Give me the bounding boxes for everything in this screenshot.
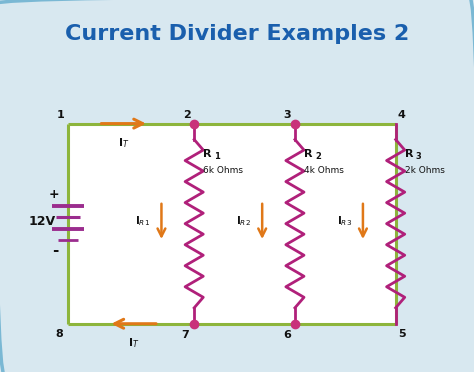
Text: I$_T$: I$_T$	[128, 336, 139, 350]
Text: 2: 2	[183, 110, 191, 121]
Text: 8: 8	[55, 329, 63, 339]
Text: R: R	[203, 149, 212, 158]
Text: I$_{R1}$: I$_{R1}$	[136, 215, 150, 228]
Text: 5: 5	[398, 329, 406, 339]
Text: R: R	[304, 149, 312, 158]
Text: +: +	[49, 187, 59, 201]
Text: 7: 7	[181, 330, 189, 340]
Text: 1: 1	[57, 110, 64, 121]
Text: 12V: 12V	[28, 215, 55, 228]
Bar	[68, 124, 396, 324]
Text: 4: 4	[398, 110, 406, 121]
Text: 6: 6	[283, 330, 292, 340]
Text: -: -	[53, 243, 59, 259]
Text: 3: 3	[283, 110, 291, 121]
Text: Current Divider Examples 2: Current Divider Examples 2	[65, 25, 409, 45]
Text: I$_{R2}$: I$_{R2}$	[236, 215, 251, 228]
Text: I$_T$: I$_T$	[118, 137, 129, 150]
Text: 2k Ohms: 2k Ohms	[405, 166, 445, 175]
Text: 3: 3	[416, 152, 421, 161]
Text: 1: 1	[214, 152, 220, 161]
Text: 6k Ohms: 6k Ohms	[203, 166, 243, 175]
Text: I$_{R3}$: I$_{R3}$	[337, 215, 352, 228]
Text: 2: 2	[315, 152, 321, 161]
Text: 4k Ohms: 4k Ohms	[304, 166, 344, 175]
Text: R: R	[405, 149, 413, 158]
